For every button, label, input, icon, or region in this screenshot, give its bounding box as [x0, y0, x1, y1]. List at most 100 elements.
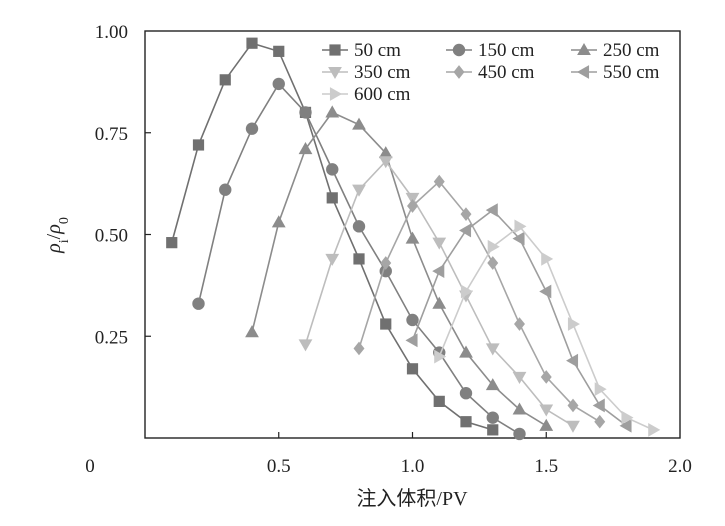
- legend-item: 550 cm: [571, 62, 660, 83]
- data-point: [566, 420, 580, 433]
- data-point: [514, 317, 525, 331]
- data-point: [487, 424, 499, 436]
- legend-label: 350 cm: [354, 62, 411, 83]
- x-tick-label: 1.5: [534, 456, 558, 477]
- data-point: [298, 339, 313, 352]
- data-point: [271, 215, 286, 228]
- y-tick-label: 1.00: [95, 22, 128, 43]
- x-tick-label: 0.5: [267, 456, 291, 477]
- legend-marker: [328, 66, 342, 80]
- data-point: [592, 398, 605, 413]
- data-point: [512, 402, 527, 415]
- data-point: [460, 416, 472, 428]
- data-point: [513, 427, 526, 441]
- y-tick-label: 0.50: [95, 226, 128, 247]
- legend-marker: [576, 65, 590, 79]
- series-3: [298, 156, 580, 433]
- data-point: [648, 422, 661, 437]
- series-line: [358, 180, 601, 423]
- data-point: [485, 378, 500, 391]
- data-point: [487, 239, 500, 254]
- data-point: [432, 237, 447, 250]
- data-point: [541, 252, 554, 266]
- data-point: [540, 370, 552, 384]
- legend-marker: [452, 43, 466, 57]
- legend-label: 550 cm: [603, 62, 660, 83]
- data-point: [325, 105, 340, 118]
- data-point: [432, 264, 445, 279]
- data-point: [621, 410, 634, 425]
- legend-label: 150 cm: [478, 40, 535, 61]
- legend-item: 250 cm: [571, 40, 660, 61]
- data-point: [539, 404, 554, 417]
- data-point: [487, 256, 499, 270]
- data-point: [299, 106, 312, 119]
- data-point: [273, 45, 285, 57]
- legend-item: 50 cm: [322, 40, 401, 61]
- data-point: [512, 371, 527, 384]
- legend-label: 250 cm: [603, 40, 660, 61]
- y-label-rho1: ρ: [43, 243, 65, 254]
- legend-label: 600 cm: [354, 84, 411, 105]
- legend-label: 50 cm: [354, 40, 401, 61]
- data-point: [459, 345, 473, 358]
- x-axis-label: 注入体积/PV: [356, 487, 468, 510]
- data-point: [405, 231, 420, 244]
- data-point: [567, 317, 581, 331]
- series-line: [304, 159, 574, 427]
- series-line: [251, 111, 547, 427]
- data-point: [192, 139, 205, 151]
- data-point: [325, 253, 340, 266]
- series-2: [245, 105, 554, 431]
- data-point: [567, 398, 579, 413]
- data-point: [352, 184, 366, 197]
- y-tick-label: 0.75: [95, 124, 128, 145]
- data-point: [594, 414, 606, 429]
- y-label-sub-0: 0: [57, 217, 72, 224]
- legend-item: 350 cm: [322, 62, 411, 83]
- series-6: [434, 219, 661, 437]
- data-point: [434, 349, 447, 364]
- legend-item: 450 cm: [446, 62, 535, 83]
- data-point: [594, 382, 607, 397]
- data-point: [192, 297, 205, 310]
- axis-ticks: 0 0.5 1.0 1.5 2.0 0.25 0.50 0.75 1.00: [85, 22, 692, 477]
- series-4: [353, 174, 606, 429]
- data-point: [433, 174, 445, 189]
- legend-marker: [577, 42, 591, 56]
- legend: 50 cm 150 cm 250 cm 350 cm 450 cm 550 cm 600 c…: [322, 40, 660, 105]
- data-point: [514, 219, 527, 234]
- data-point: [166, 237, 178, 249]
- legend-marker: [329, 44, 341, 56]
- data-point: [272, 77, 285, 91]
- series-layer: [166, 37, 661, 441]
- data-point: [460, 284, 474, 299]
- data-point: [512, 231, 525, 246]
- data-point: [405, 333, 418, 348]
- data-point: [433, 395, 445, 407]
- data-point: [326, 192, 338, 204]
- legend-marker: [329, 87, 343, 101]
- x-tick-label: 2.0: [668, 456, 692, 477]
- data-point: [353, 253, 365, 265]
- data-point: [407, 199, 418, 213]
- data-point: [485, 343, 500, 356]
- data-point: [380, 256, 392, 270]
- data-point: [219, 74, 231, 86]
- data-point: [432, 296, 447, 309]
- data-point: [458, 223, 472, 238]
- data-point: [245, 325, 259, 338]
- y-label-rho2: ρ: [43, 224, 65, 235]
- data-point: [245, 122, 259, 135]
- legend-item: 150 cm: [446, 40, 535, 61]
- data-point: [406, 363, 419, 375]
- data-point: [246, 37, 258, 49]
- data-point: [619, 418, 632, 433]
- data-point: [486, 411, 499, 424]
- data-point: [326, 163, 339, 176]
- data-point: [380, 318, 392, 330]
- y-axis-label: ρi/ρ0: [43, 217, 72, 254]
- data-point: [352, 117, 366, 130]
- series-5: [405, 203, 632, 433]
